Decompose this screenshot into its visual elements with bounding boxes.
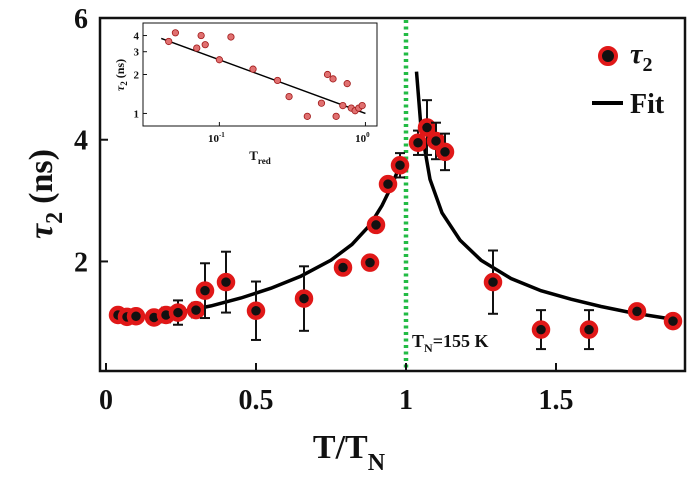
inset-x-label: Tred	[249, 148, 271, 166]
inset-y-tick-label: 4	[134, 31, 140, 43]
data-point	[531, 320, 551, 339]
legend-label-tau2: τ2	[630, 39, 652, 76]
y-tick-label: 6	[74, 4, 88, 35]
data-point	[246, 301, 266, 320]
data-point	[360, 253, 380, 272]
y-tick-label: 2	[74, 247, 88, 278]
inset-data-point	[197, 31, 205, 40]
data-point	[426, 131, 446, 151]
inset-data-point	[201, 41, 209, 49]
x-tick-label: 1.5	[539, 385, 574, 416]
x-axis-label: T/TN	[313, 429, 386, 476]
data-point	[579, 320, 599, 339]
inset-points	[165, 29, 366, 120]
data-point	[663, 311, 683, 331]
data-point	[417, 118, 437, 137]
data-point	[216, 272, 236, 292]
inset-data-point	[215, 56, 223, 64]
x-tick-label: 1	[399, 385, 413, 416]
y-axis-label: τ2(ns)	[23, 149, 68, 239]
plot-frame	[98, 16, 687, 373]
inset-y-label: τ2 (ns)	[113, 59, 129, 91]
inset-data-point	[329, 75, 337, 83]
inset-data-point	[273, 76, 282, 85]
inset-data-point	[193, 44, 201, 52]
inset-y-tick-label: 2	[134, 70, 140, 82]
inset-data-point	[303, 112, 311, 120]
inset-data-point	[358, 102, 366, 110]
inset-data-point	[285, 92, 293, 101]
inset-data-point	[343, 80, 351, 88]
inset-data-point	[332, 112, 340, 120]
y-tick-label: 4	[74, 126, 88, 157]
y-axis-ticks: 2 4 6	[74, 4, 108, 278]
data-point	[333, 258, 353, 277]
inset-data-point	[323, 70, 332, 79]
data-point	[390, 156, 410, 175]
data-point	[366, 215, 386, 235]
x-axis-ticks: 0 0.5 1 1.5	[99, 363, 574, 416]
inset-data-point	[339, 102, 347, 110]
transition-label: TN=155 K	[412, 331, 488, 355]
data-point	[168, 303, 188, 322]
data-point	[408, 133, 428, 153]
x-tick-label: 0.5	[239, 385, 274, 416]
legend-marker-tau2	[598, 46, 618, 66]
legend: τ2 Fit	[592, 39, 665, 120]
inset-data-point	[227, 33, 235, 41]
data-point	[186, 300, 206, 320]
data-point	[378, 174, 398, 194]
data-point	[126, 306, 146, 326]
inset-data-point	[317, 99, 326, 107]
data-point	[294, 289, 314, 308]
data-point	[627, 302, 647, 321]
inset-y-tick-label: 3	[134, 47, 140, 59]
legend-label-fit: Fit	[630, 89, 665, 120]
inset-data-point	[171, 29, 180, 37]
inset-data-point	[165, 37, 173, 46]
data-points	[108, 99, 683, 351]
data-point	[435, 142, 455, 162]
data-point	[483, 272, 503, 292]
x-tick-label: 0	[99, 385, 113, 416]
inset-y-tick-label: 1	[134, 108, 140, 120]
data-point	[195, 281, 215, 300]
inset-data-point	[249, 65, 257, 73]
